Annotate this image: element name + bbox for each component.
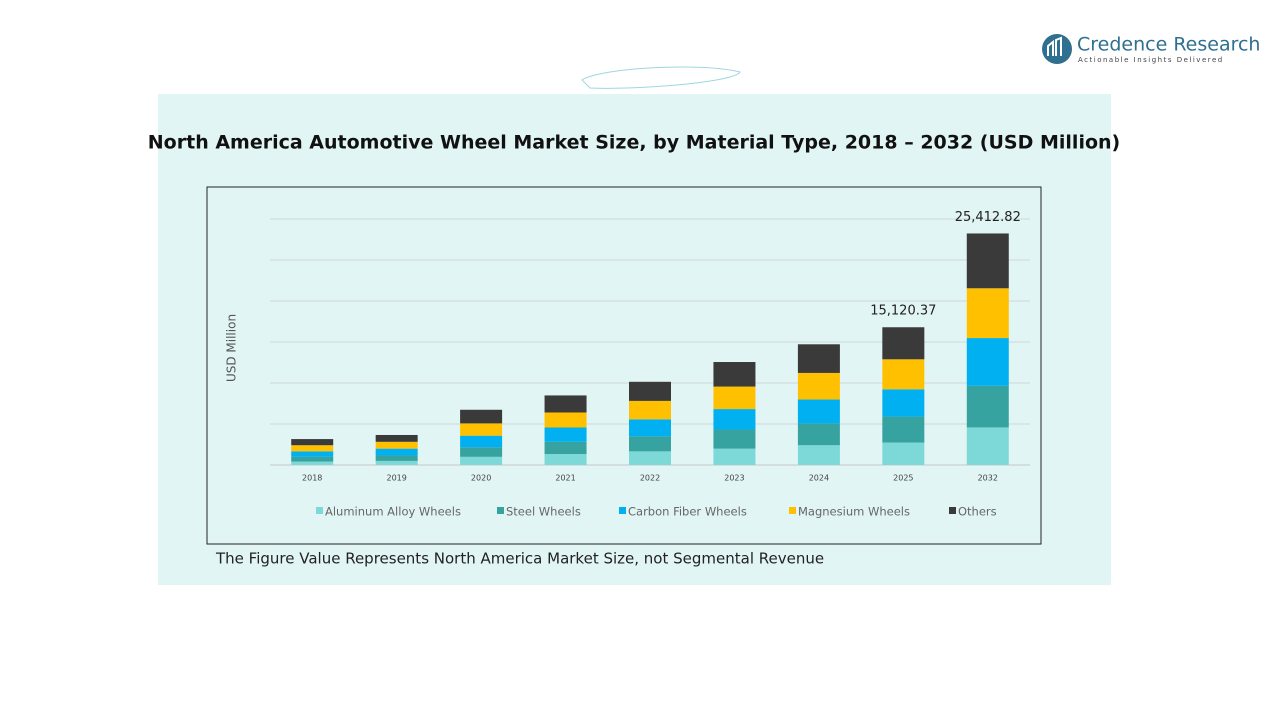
bar-segment [882, 416, 925, 443]
plot: 2018 2019 2020 2021 2022 2023 2024 2025 15,120.3… [270, 210, 1030, 519]
bar-segment [375, 455, 418, 461]
bar-segment [882, 442, 925, 465]
bar-segment [375, 460, 418, 465]
legend-label: Steel Wheels [506, 505, 581, 519]
bar-segment [882, 327, 925, 360]
bar-segment [375, 441, 418, 449]
x-tick-label: 2032 [978, 474, 998, 483]
bar-segment [291, 439, 334, 446]
bar-segment [460, 456, 503, 465]
bar-segment [544, 427, 587, 442]
bar-segment [966, 233, 1009, 289]
bar-segment [966, 338, 1009, 386]
legend-swatch [789, 507, 796, 514]
total-label: 25,412.82 [955, 210, 1021, 225]
bar-segment [460, 447, 503, 457]
legend-swatch [949, 507, 956, 514]
bar-segment [797, 445, 840, 465]
bar-segment [544, 412, 587, 428]
bar-segment [713, 386, 756, 410]
bar-segment [629, 381, 671, 401]
bar-segment [966, 385, 1009, 428]
x-tick-label: 2025 [893, 474, 913, 483]
bar-segment [713, 362, 756, 387]
x-tick-label: 2023 [724, 474, 744, 483]
x-tick-label: 2018 [302, 474, 322, 483]
bar-segment [797, 423, 840, 446]
bar-segment [375, 434, 418, 442]
bar-segment [291, 456, 334, 462]
bar-segment [460, 423, 503, 436]
bar-segment [629, 436, 671, 452]
bar-segment [966, 427, 1009, 465]
chart-title: North America Automotive Wheel Market Si… [148, 132, 1120, 154]
logo-tagline: Actionable Insights Delivered [1078, 56, 1224, 64]
bar-segment [291, 461, 334, 465]
legend-label: Carbon Fiber Wheels [628, 505, 747, 519]
logo-name: Credence Research [1077, 34, 1260, 56]
legend-swatch [316, 507, 323, 514]
bar-segment [713, 429, 756, 449]
bar-segment [460, 435, 503, 448]
bar-segment [291, 445, 334, 452]
legend-swatch [619, 507, 626, 514]
footnote: The Figure Value Represents North Americ… [215, 550, 824, 568]
bar-segment [629, 419, 671, 437]
bar-segment [375, 448, 418, 456]
map-decoration [581, 66, 741, 89]
bar-segment [460, 409, 503, 424]
bar-segment [544, 454, 587, 465]
x-tick-label: 2024 [809, 474, 829, 483]
bar-segment [544, 441, 587, 455]
y-axis-label: USD Million [225, 314, 239, 382]
bar-segment [713, 409, 756, 430]
x-tick-label: 2022 [640, 474, 660, 483]
logo: Credence Research Actionable Insights De… [1042, 34, 1260, 64]
x-tick-label: 2020 [471, 474, 491, 483]
logo-icon-mark [1047, 36, 1062, 56]
bar-segment [882, 359, 925, 390]
legend-label: Magnesium Wheels [798, 505, 910, 519]
bar-segment [882, 389, 925, 417]
bar-segment [797, 399, 840, 424]
legend-swatch [497, 507, 504, 514]
legend-label: Others [958, 505, 997, 519]
x-tick-label: 2021 [555, 474, 575, 483]
bar-segment [797, 344, 840, 373]
bar-segment [291, 451, 334, 457]
bar-segment [544, 395, 587, 413]
bar-segment [966, 288, 1009, 339]
bar-segment [629, 400, 671, 420]
bar-segment [797, 372, 840, 400]
bar-segment [713, 448, 756, 465]
total-label: 15,120.37 [870, 304, 936, 319]
chart-frame [206, 186, 1042, 545]
x-tick-label: 2019 [386, 474, 406, 483]
legend-label: Aluminum Alloy Wheels [325, 505, 461, 519]
bar-segment [629, 451, 671, 465]
panel [158, 94, 1111, 585]
